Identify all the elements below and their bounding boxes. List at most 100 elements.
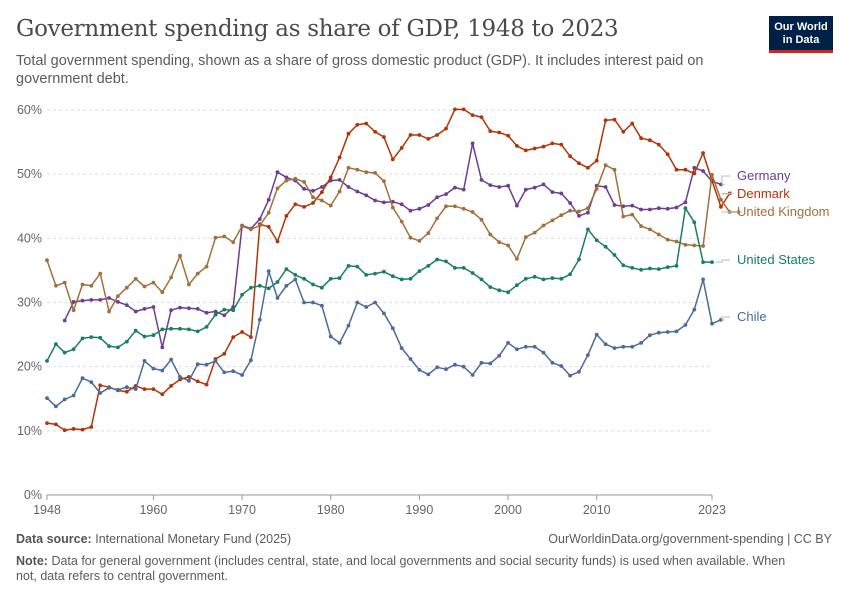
data-point: [586, 227, 590, 232]
data-point: [417, 133, 422, 137]
data-point: [195, 271, 200, 276]
data-point: [249, 358, 253, 363]
series-label[interactable]: Chile: [737, 309, 767, 324]
series-chile[interactable]: [45, 269, 723, 409]
data-point: [621, 344, 626, 349]
data-point: [630, 121, 635, 126]
data-point: [586, 210, 590, 215]
chart-title: Government spending as share of GDP, 194…: [16, 16, 619, 42]
line-chart: 0% 10% 20% 30% 40% 50% 60% 1948 1960 1970 1980 199…: [17, 103, 830, 515]
data-point: [346, 131, 351, 136]
data-point: [169, 384, 174, 388]
data-point: [444, 367, 448, 372]
data-point: [674, 264, 679, 268]
data-point: [612, 167, 617, 172]
data-point: [541, 223, 546, 228]
data-point: [444, 204, 448, 209]
x-tick-label: 1980: [317, 503, 345, 515]
data-point: [426, 203, 431, 207]
data-point: [89, 425, 94, 429]
label-connector: [721, 192, 734, 195]
data-point: [355, 167, 360, 172]
data-point: [45, 359, 49, 363]
data-point: [506, 341, 510, 345]
data-point: [532, 230, 537, 235]
data-point: [382, 269, 386, 274]
data-point: [98, 335, 103, 340]
series-label[interactable]: Denmark: [737, 186, 790, 201]
data-point: [302, 180, 306, 184]
data-point: [506, 290, 510, 295]
data-point: [594, 332, 599, 337]
data-point: [328, 203, 333, 208]
data-point: [293, 273, 298, 277]
series-label[interactable]: Germany: [737, 168, 791, 183]
data-point: [45, 396, 49, 400]
data-point: [284, 175, 289, 180]
data-point: [497, 130, 502, 135]
data-source-text[interactable]: International Monetary Fund (2025): [95, 532, 292, 546]
data-point: [284, 178, 289, 183]
data-point: [710, 260, 714, 264]
series-line: [46, 108, 731, 431]
data-point: [408, 276, 413, 281]
data-point: [133, 309, 138, 314]
data-point: [665, 330, 670, 334]
data-point: [355, 264, 360, 269]
series-label[interactable]: United Kingdom: [737, 204, 830, 219]
data-point: [213, 359, 218, 363]
data-point: [178, 375, 182, 379]
data-point: [320, 198, 324, 203]
data-point: [408, 235, 413, 240]
data-point: [45, 258, 49, 263]
data-point: [54, 342, 58, 347]
data-point: [701, 277, 705, 282]
data-point: [594, 238, 599, 243]
data-point: [701, 244, 705, 248]
data-point: [603, 185, 608, 189]
data-point: [692, 220, 697, 225]
series-labels: Germany Denmark United Kingdom United State…: [716, 168, 830, 324]
series-united-states[interactable]: [45, 206, 714, 363]
data-point: [683, 323, 688, 327]
series-denmark[interactable]: [45, 107, 732, 433]
series-united-kingdom[interactable]: [45, 163, 741, 314]
data-point: [674, 205, 679, 210]
data-point: [169, 326, 174, 331]
data-point: [568, 272, 572, 277]
data-point: [523, 187, 528, 192]
chart-subtitle: Total government spending, shown as a sh…: [16, 53, 704, 87]
data-point: [302, 276, 306, 281]
data-point: [124, 385, 129, 390]
data-point: [612, 253, 617, 257]
source-url[interactable]: OurWorldinData.org/government-spending |…: [548, 532, 832, 546]
data-point: [435, 257, 439, 262]
data-point: [532, 146, 537, 151]
data-point: [187, 282, 191, 287]
data-point: [550, 218, 555, 223]
data-point: [266, 224, 271, 229]
data-point: [515, 283, 519, 288]
data-point: [692, 171, 697, 176]
data-point: [656, 206, 661, 211]
data-point: [98, 298, 103, 302]
data-point: [470, 113, 475, 117]
series-label[interactable]: United States: [737, 252, 816, 267]
data-point: [346, 165, 351, 170]
data-point: [355, 300, 360, 305]
data-point: [284, 267, 289, 271]
series-germany[interactable]: [62, 141, 723, 350]
data-point: [80, 282, 85, 287]
data-point: [160, 290, 165, 295]
data-point: [293, 277, 298, 282]
owid-logo[interactable]: Our World in Data: [769, 16, 833, 53]
data-point: [195, 307, 200, 311]
x-axis: 1948 1960 1970 1980 1990 2000 2010 2023: [33, 495, 726, 515]
data-point: [142, 307, 147, 311]
data-point: [435, 195, 439, 200]
data-point: [639, 224, 643, 229]
data-point: [470, 141, 475, 146]
data-point: [399, 219, 404, 224]
data-point: [213, 235, 218, 240]
data-point: [453, 185, 457, 190]
